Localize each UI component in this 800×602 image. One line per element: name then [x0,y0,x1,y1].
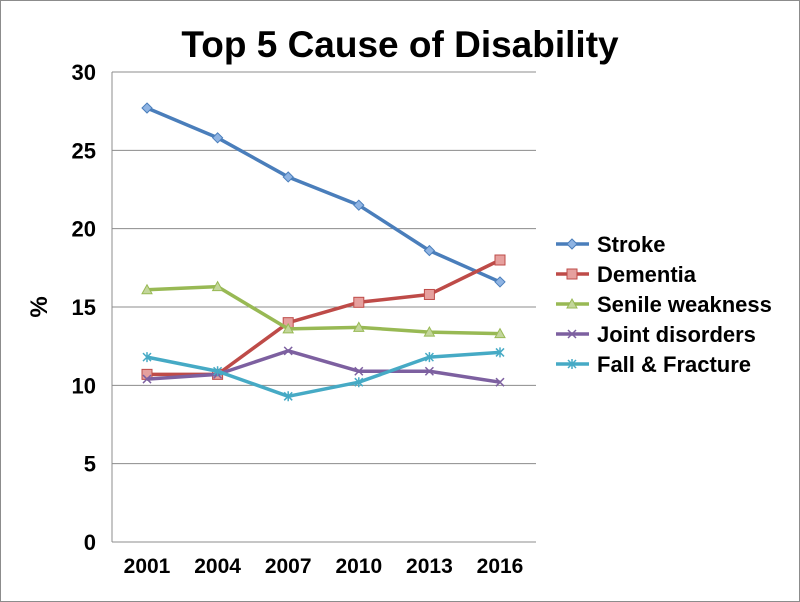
triangle-marker [141,283,153,295]
diamond-marker [353,199,365,211]
legend-item: Dementia [556,262,697,287]
series-line [146,350,501,399]
x-marker [424,366,434,376]
square-marker [423,288,435,300]
diamond-marker [566,238,578,250]
triangle-marker [494,327,506,339]
x-tick-label: 2010 [335,555,382,578]
legend-item: Senile weakness [556,292,772,317]
x-tick-label: 2007 [265,555,312,578]
diamond-marker [423,244,436,257]
square-marker [494,254,506,266]
square-marker [566,268,578,280]
star-marker [567,359,577,369]
y-tick-label: 0 [84,530,96,555]
series-fall-fracture [142,347,505,402]
square-marker [353,296,365,308]
legend-item: Fall & Fracture [556,352,751,377]
diamond-marker [211,132,224,144]
triangle-marker [352,321,365,332]
x-tick-label: 2001 [124,555,171,578]
x-marker [354,366,364,376]
x-tick-label: 2004 [194,555,241,578]
diamond-marker [494,276,506,288]
legend-label: Joint disorders [597,322,756,347]
triangle-marker [566,297,578,309]
series-stroke [141,102,506,288]
x-marker [495,377,505,387]
triangle-marker [423,326,436,337]
triangle-marker [282,322,295,334]
series-senile-weakness [141,280,506,339]
star-marker [495,347,505,358]
star-marker [142,352,152,363]
y-tick-label: 5 [84,452,96,477]
star-marker [283,391,293,402]
y-tick-label: 15 [72,295,96,320]
x-marker [567,329,577,339]
star-marker [354,377,364,388]
legend-item: Joint disorders [556,322,756,347]
series-line [146,284,501,336]
legend-label: Dementia [597,262,697,287]
chart-title: Top 5 Cause of Disability [181,24,619,65]
y-tick-label: 10 [72,373,96,398]
diamond-marker [282,171,294,183]
y-tick-label: 25 [72,138,96,163]
triangle-marker [211,280,224,292]
y-axis-label: % [26,296,53,317]
star-marker [424,352,434,363]
x-marker [283,346,293,356]
legend-label: Fall & Fracture [597,352,751,377]
legend-label: Stroke [597,232,665,257]
legend-label: Senile weakness [597,292,772,317]
x-tick-label: 2016 [477,555,524,578]
y-tick-label: 20 [72,217,96,242]
series-line [146,106,501,284]
diamond-marker [141,102,153,114]
y-tick-label: 30 [72,60,96,85]
star-marker [213,366,223,377]
series-line [146,349,501,384]
x-tick-label: 2013 [406,555,453,578]
x-marker [142,374,152,384]
legend-item: Stroke [556,232,665,257]
